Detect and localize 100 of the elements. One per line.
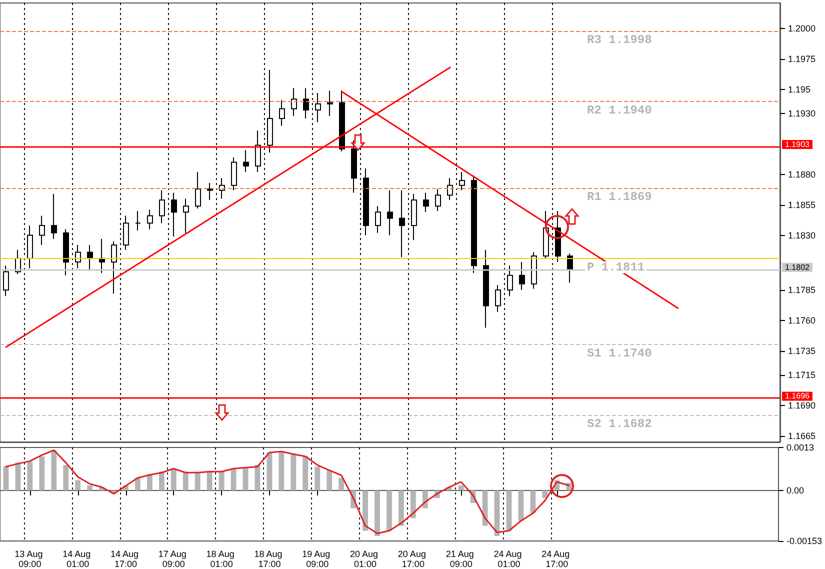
annotation: R1 1.1869 xyxy=(587,190,652,204)
y-tick-label: 1.2000 xyxy=(788,24,816,34)
candlestick xyxy=(231,156,237,191)
candlestick xyxy=(291,88,297,117)
bar xyxy=(206,472,212,490)
y-tick-label: 0.00 xyxy=(786,485,804,496)
candlestick xyxy=(63,228,69,276)
candlestick xyxy=(39,215,45,246)
bar xyxy=(542,490,548,498)
candlestick xyxy=(243,150,249,173)
y-tick-label: 1.1715 xyxy=(788,370,816,380)
annotation: S1 1.1740 xyxy=(587,346,652,361)
bar xyxy=(506,490,512,531)
bar xyxy=(135,478,140,490)
ref-line-label: 1.1802 xyxy=(785,262,810,272)
bar xyxy=(518,490,524,521)
candlestick xyxy=(51,193,57,240)
bar xyxy=(3,466,9,490)
candlestick xyxy=(183,198,189,234)
x-tick-label: 17 Aug 09:00 xyxy=(158,549,189,569)
x-tick-label: 14 Aug 01:00 xyxy=(62,549,94,569)
bar xyxy=(63,465,69,490)
bar xyxy=(362,490,368,531)
bar xyxy=(266,452,272,490)
x-tick-label: 20 Aug 01:00 xyxy=(350,549,381,569)
candlestick xyxy=(459,172,465,191)
y-tick-label: -0.00153 xyxy=(786,536,822,546)
y-tick-label: 1.1690 xyxy=(788,400,816,411)
bar xyxy=(314,466,320,490)
y-tick-label: 1.1735 xyxy=(788,346,816,356)
bar xyxy=(218,472,224,490)
y-tick-label: 1.1930 xyxy=(788,108,816,119)
y-tick-label: 1.1880 xyxy=(788,169,816,180)
candlestick xyxy=(435,188,441,212)
bar xyxy=(458,485,464,490)
bar xyxy=(386,490,392,531)
candlestick xyxy=(327,90,333,117)
ref-line-label: 1.1696 xyxy=(785,392,810,401)
candlestick xyxy=(567,253,573,284)
x-tick-label: 14 Aug 17:00 xyxy=(110,549,142,569)
candlestick xyxy=(351,140,357,194)
annotation: R2 1.1940 xyxy=(587,104,652,118)
candlestick xyxy=(99,238,105,274)
candlestick xyxy=(375,206,381,234)
x-tick-label: 24 Aug 17:00 xyxy=(542,549,572,569)
candlestick xyxy=(303,88,309,120)
bar xyxy=(326,470,332,490)
bar xyxy=(374,490,380,536)
y-tick-label: 1.1830 xyxy=(788,230,816,240)
bar xyxy=(39,456,45,490)
candlestick xyxy=(111,240,117,294)
y-tick-label: 1.1855 xyxy=(788,200,816,210)
y-tick-label: 1.1785 xyxy=(788,284,816,295)
x-tick-label: 21 Aug 09:00 xyxy=(446,549,476,569)
candlestick xyxy=(483,249,489,328)
bar xyxy=(278,451,284,490)
candlestick xyxy=(27,225,33,269)
x-tick-label: 18 Aug 01:00 xyxy=(206,549,237,569)
bar xyxy=(170,468,176,490)
y-tick-label: 1.1665 xyxy=(788,430,816,441)
candlestick xyxy=(363,168,369,236)
candlestick xyxy=(507,265,513,297)
ref-line-label: 1.1903 xyxy=(785,140,810,149)
bar xyxy=(410,490,416,518)
candlestick xyxy=(267,69,273,154)
x-tick-label: 18 Aug 17:00 xyxy=(254,549,285,569)
candlestick xyxy=(495,284,501,312)
candlestick xyxy=(171,192,177,237)
bar xyxy=(194,472,200,490)
candlestick xyxy=(387,190,393,236)
annotation: P 1.1811 xyxy=(587,260,645,274)
candlestick xyxy=(135,210,141,231)
candlestick xyxy=(399,190,405,258)
y-tick-label: 0.0013 xyxy=(786,442,814,452)
candlestick xyxy=(447,178,453,201)
bar xyxy=(242,468,248,490)
bar xyxy=(87,485,93,490)
y-tick-label: 1.1975 xyxy=(788,54,816,64)
bar xyxy=(158,472,164,490)
bar xyxy=(51,450,57,490)
candlestick xyxy=(519,262,525,290)
bar xyxy=(147,474,152,490)
candlestick xyxy=(255,130,261,173)
bar xyxy=(302,456,308,490)
candlestick xyxy=(159,190,165,224)
bar xyxy=(27,462,33,490)
candlestick xyxy=(195,172,201,210)
candlestick xyxy=(207,182,213,201)
bar xyxy=(290,453,296,490)
y-tick-label: 1.1760 xyxy=(788,315,816,326)
annotation: R3 1.1998 xyxy=(587,32,652,47)
candlestick xyxy=(147,209,153,230)
bar xyxy=(75,480,81,490)
candlestick xyxy=(531,252,537,290)
annotation: S2 1.1682 xyxy=(587,417,652,432)
x-tick-label: 24 Aug 01:00 xyxy=(494,549,524,569)
candlestick xyxy=(279,100,285,126)
candlestick xyxy=(3,265,9,297)
bar xyxy=(398,490,404,526)
candlestick xyxy=(75,244,81,269)
